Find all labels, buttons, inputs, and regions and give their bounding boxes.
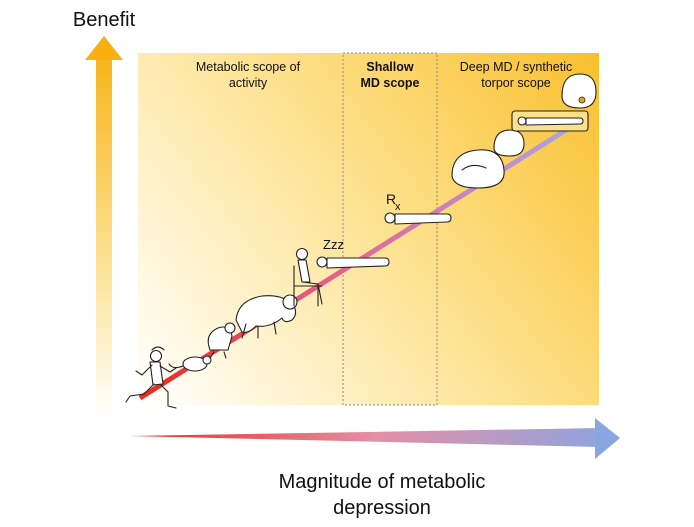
benefit-axis-arrow: [85, 36, 123, 418]
shallow-md-region: [342, 52, 438, 406]
sleep-annotation: Zzz: [323, 237, 344, 252]
deep-region-label-line2: torpor scope: [481, 76, 551, 90]
sleeping-person-icon: [316, 256, 390, 269]
activity-region-label-line2: activity: [229, 76, 268, 90]
torpid-rodent-icon: [493, 129, 525, 157]
x-axis-title-line2: depression: [333, 497, 431, 519]
hibernating-animal-icon: [451, 149, 505, 189]
activity-region-label-line1: Metabolic scope of: [196, 60, 301, 74]
rx-annotation-r: R: [386, 191, 396, 207]
shallow-region-label-line1: Shallow: [366, 60, 414, 74]
mouse-icon: [168, 355, 212, 372]
seated-person-icon: [293, 247, 323, 307]
x-axis-title-line1: Magnitude of metabolic: [279, 471, 486, 493]
shallow-region-label-line2: MD scope: [360, 76, 419, 90]
torpor-capsule-icon: [511, 110, 589, 132]
rx-annotation-x: x: [395, 201, 401, 213]
running-person-icon: [125, 346, 177, 409]
patient-icon: [384, 212, 452, 225]
deep-region-label-line1: Deep MD / synthetic: [460, 60, 573, 74]
dormouse-icon: [561, 73, 597, 109]
metabolic-depression-axis-arrow: [130, 418, 620, 459]
squirrel-icon: [207, 322, 236, 359]
benefit-gradient-panel: [138, 53, 599, 405]
y-axis-title: Benefit: [73, 9, 136, 31]
